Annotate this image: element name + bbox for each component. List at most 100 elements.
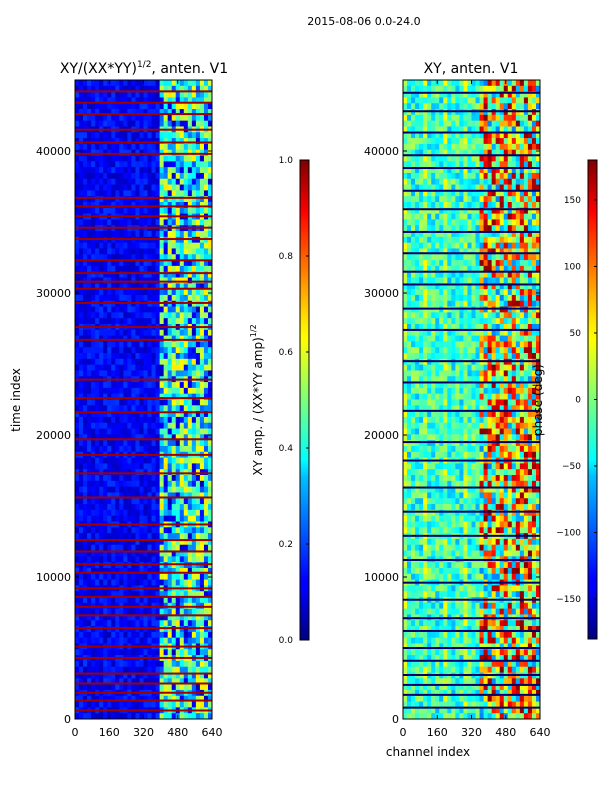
heatmap-cell <box>171 399 177 406</box>
heatmap-cell <box>179 97 185 104</box>
heatmap-cell <box>115 411 120 418</box>
heatmap-cell <box>83 149 88 156</box>
heatmap-cell <box>115 416 120 424</box>
heatmap-cell <box>199 294 205 302</box>
heatmap-cell <box>195 567 201 575</box>
heatmap-cell <box>415 161 420 168</box>
heatmap-cell <box>191 294 197 302</box>
heatmap-cell <box>115 440 120 447</box>
heatmap-cell <box>123 271 128 278</box>
heatmap-cell <box>111 469 116 476</box>
heatmap-cell <box>151 219 156 226</box>
heatmap-cell <box>119 132 124 139</box>
heatmap-cell <box>159 347 165 354</box>
heatmap-cell <box>139 97 144 104</box>
heatmap-cell <box>103 504 108 511</box>
heatmap-cell <box>207 440 213 447</box>
heatmap-cell <box>107 475 112 482</box>
heatmap-cell <box>115 573 120 580</box>
heatmap-cell <box>463 190 468 197</box>
heatmap-cell <box>135 538 140 546</box>
heatmap-cell <box>435 190 440 197</box>
heatmap-cell <box>179 312 185 319</box>
heatmap-cell <box>423 248 428 255</box>
heatmap-cell <box>95 312 100 319</box>
heatmap-cell <box>155 358 161 366</box>
heatmap-cell <box>155 387 161 395</box>
heatmap-cell <box>403 103 408 110</box>
heatmap-cell <box>155 573 161 580</box>
heatmap-cell <box>115 614 120 621</box>
heatmap-cell <box>203 562 209 569</box>
heatmap-cell <box>143 626 148 633</box>
heatmap-cell <box>199 649 205 656</box>
heatmap-cell <box>91 306 96 313</box>
heatmap-cell <box>111 347 116 354</box>
heatmap-cell <box>139 538 144 546</box>
heatmap-cell <box>99 544 104 551</box>
heatmap-cell <box>87 347 92 354</box>
heatmap-cell <box>195 631 201 639</box>
heatmap-cell <box>191 265 197 273</box>
heatmap-cell <box>95 277 100 284</box>
heatmap-cell <box>103 196 108 203</box>
heatmap-cell <box>131 329 136 336</box>
heatmap-cell <box>171 533 177 540</box>
heatmap-cell <box>107 411 112 418</box>
heatmap-cell <box>175 382 181 389</box>
heatmap-cell <box>79 463 84 470</box>
heatmap-cell <box>203 498 209 505</box>
heatmap-cell <box>179 567 185 575</box>
heatmap-cell <box>519 149 525 156</box>
heatmap-cell <box>107 649 112 656</box>
heatmap-cell <box>107 486 112 493</box>
heatmap-cell <box>203 347 209 354</box>
heatmap-cell <box>99 527 104 534</box>
heatmap-cell <box>75 614 80 621</box>
heatmap-cell <box>483 254 489 261</box>
heatmap-cell <box>451 167 456 174</box>
heatmap-cell <box>163 80 169 87</box>
heatmap-cell <box>139 80 144 87</box>
heatmap-cell <box>199 556 205 563</box>
heatmap-cell <box>107 544 112 551</box>
heatmap-cell <box>119 637 124 644</box>
heatmap-cell <box>127 132 132 139</box>
heatmap-cell <box>95 190 100 197</box>
heatmap-cell <box>107 678 112 685</box>
heatmap-cell <box>175 620 181 627</box>
heatmap-cell <box>459 167 464 174</box>
heatmap-cell <box>83 411 88 418</box>
heatmap-cell <box>447 213 452 220</box>
heatmap-cell <box>455 172 460 180</box>
heatmap-cell <box>115 207 120 215</box>
heatmap-cell <box>487 103 493 110</box>
heatmap-cell <box>79 271 84 278</box>
heatmap-cell <box>207 306 213 313</box>
heatmap-cell <box>143 207 148 215</box>
heatmap-cell <box>103 660 108 668</box>
heatmap-cell <box>179 637 185 644</box>
heatmap-cell <box>163 370 169 377</box>
heatmap-cell <box>147 283 152 290</box>
heatmap-cell <box>103 358 108 366</box>
heatmap-cell <box>83 370 88 377</box>
heatmap-cell <box>451 236 456 244</box>
heatmap-cell <box>159 579 165 586</box>
heatmap-cell <box>79 660 84 668</box>
heatmap-cell <box>195 329 201 336</box>
heatmap-cell <box>195 684 201 691</box>
heatmap-cell <box>531 161 537 168</box>
heatmap-cell <box>131 480 136 488</box>
heatmap-cell <box>419 155 424 162</box>
heatmap-cell <box>135 579 140 586</box>
heatmap-cell <box>99 370 104 377</box>
heatmap-cell <box>535 242 541 249</box>
heatmap-cell <box>163 260 169 267</box>
heatmap-cell <box>131 486 136 493</box>
heatmap-cell <box>83 550 88 557</box>
heatmap-cell <box>135 318 140 325</box>
heatmap-cell <box>163 492 169 499</box>
x-tick-label: 0 <box>72 726 79 739</box>
heatmap-cell <box>183 475 189 482</box>
